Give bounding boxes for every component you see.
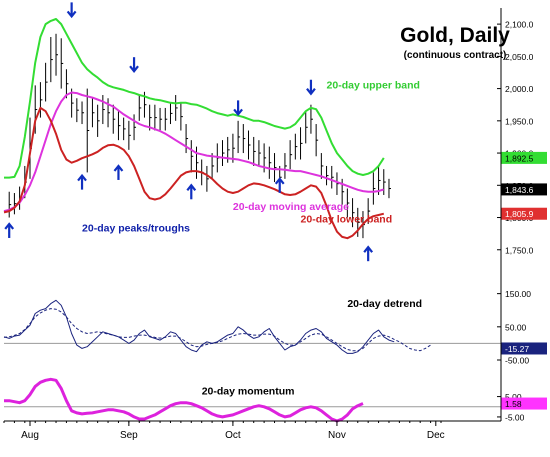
arrow-up-head <box>186 183 197 191</box>
annotation: 20-day peaks/troughs <box>82 223 190 235</box>
price-y-tick-label: 1,950.0 <box>505 116 534 126</box>
annotation: 20-day upper band <box>327 80 420 92</box>
annotation: 20-day lower band <box>301 214 393 226</box>
last-value-label: 1,805.9 <box>505 209 534 219</box>
chart-subtitle: (continuous contract) <box>404 50 507 61</box>
price-y-tick-label: 2,050.0 <box>505 52 534 62</box>
x-tick-label: Sep <box>120 430 138 441</box>
momentum-panel: 5.00 -5.00 20-day momentum 1.58 <box>4 377 547 423</box>
price-y-tick-label: 1,750.0 <box>505 245 534 255</box>
detrend-series-0-line <box>3 299 395 354</box>
chart-title: Gold, Daily <box>400 24 510 47</box>
annotation: 20-day detrend <box>347 298 422 310</box>
arrow-up-head <box>4 222 15 230</box>
price-series-2-line <box>3 106 385 240</box>
arrow-down-head <box>306 88 316 96</box>
last-value-box <box>501 183 547 196</box>
detrend-y-tick-label: -50.00 <box>505 356 529 366</box>
momentum-series-0-line <box>4 377 364 423</box>
x-tick-label: Dec <box>427 430 445 441</box>
arrow-down-head <box>129 65 139 73</box>
arrow-down-head <box>66 10 77 19</box>
last-value-box <box>501 397 547 410</box>
arrow-up-head <box>113 164 124 172</box>
last-value-box <box>501 342 547 355</box>
price-series-0-line <box>4 18 385 179</box>
detrend-series-1-line <box>3 308 431 352</box>
arrow-up-head <box>77 173 87 182</box>
detrend-y-tick-label: 50.00 <box>505 322 527 332</box>
last-value-box <box>501 207 547 220</box>
detrend-y-tick-label: 150.00 <box>505 289 531 299</box>
price-y-tick-label: 2,000.0 <box>505 84 534 94</box>
last-value-label: 1,843.6 <box>505 185 534 195</box>
arrow-down-head <box>233 108 243 117</box>
arrow-up-head <box>274 177 285 185</box>
last-value-label: -15.27 <box>505 344 529 354</box>
price-panel: 2,100.02,050.02,000.01,950.01,900.01,850… <box>3 2 547 262</box>
last-value-label: 1.58 <box>505 399 522 409</box>
momentum-y-tick-label: -5.00 <box>505 412 525 422</box>
x-tick-label: Oct <box>225 430 241 441</box>
annotation: 20-day momentum <box>202 386 295 398</box>
last-value-label: 1,892.5 <box>505 153 534 163</box>
arrow-up-head <box>363 245 374 253</box>
price-series-1-line <box>3 91 385 213</box>
x-tick-label: Nov <box>328 430 346 441</box>
annotation: 20-day moving average <box>233 201 349 213</box>
last-value-box <box>501 151 547 164</box>
x-tick-label: Aug <box>21 430 39 441</box>
momentum-y-tick-label: 5.00 <box>505 392 522 402</box>
detrend-panel: 150.00 50.00 -50.00 20-day detrend -15.27 <box>3 289 547 366</box>
price-y-tick-label: 2,100.0 <box>505 20 534 30</box>
